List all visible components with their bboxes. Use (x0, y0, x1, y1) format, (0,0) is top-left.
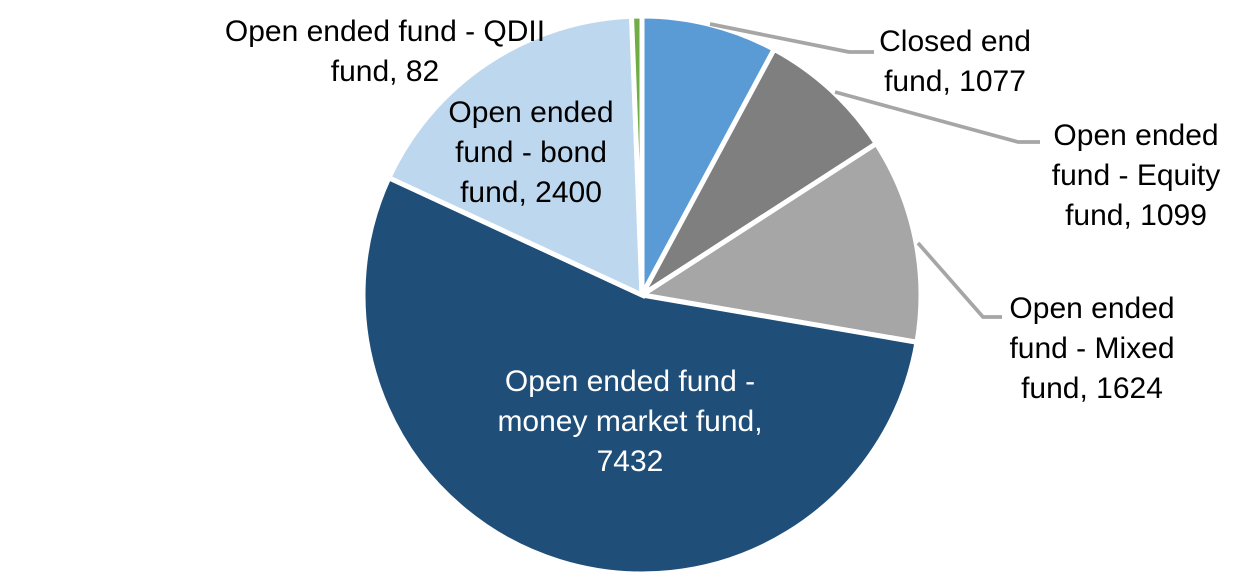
leader-line-closed-end-fund (709, 22, 874, 54)
leader-line-open-ended-equity-fund (834, 90, 1040, 144)
leader-line-open-ended-mixed-fund (916, 241, 1002, 319)
pie-slice-open-ended-bond-fund (385, 13, 645, 299)
pie-slice-open-ended-qdii-fund (628, 13, 645, 296)
pie-slice-open-ended-money-market-fund (360, 174, 920, 577)
pie-slice-open-ended-mixed-fund (635, 140, 924, 346)
pie-slice-open-ended-equity-fund (639, 45, 880, 298)
